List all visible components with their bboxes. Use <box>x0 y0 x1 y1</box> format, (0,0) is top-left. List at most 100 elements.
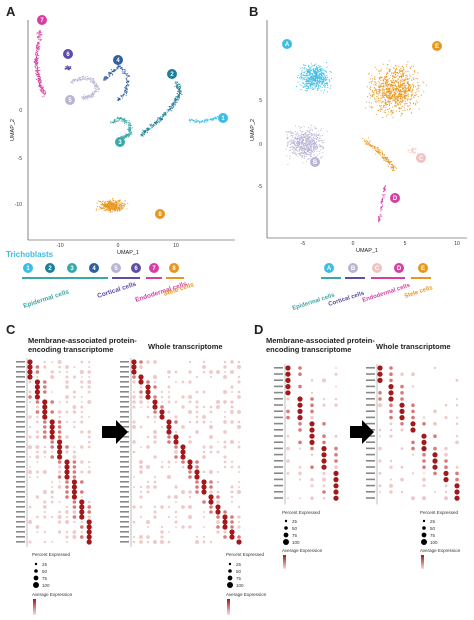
legend-d-pct-label: 25 <box>292 519 298 524</box>
dotplot-c2-dot <box>237 525 241 529</box>
dotplot-c1-dot <box>43 380 47 384</box>
cluster-a-5 <box>65 95 75 105</box>
dotplot-c1-dot <box>58 370 61 374</box>
dotplot-d1-dot <box>298 465 302 469</box>
dotplot-d2-dot <box>388 396 394 402</box>
legend-a-cluster-3 <box>67 263 77 273</box>
dotplot-c2-dot <box>238 441 240 443</box>
dotplot-c2-gene-label <box>120 456 129 458</box>
dotplot-c1-dot <box>80 380 84 384</box>
dotplot-d1-dot <box>310 379 314 382</box>
dotplot-c2-dot <box>174 450 178 454</box>
dotplot-c1-dot <box>65 370 69 374</box>
dotplot-c1-dot <box>71 494 77 500</box>
dotplot-c2-dot <box>202 370 206 374</box>
dotplot-c2-gene-label <box>120 476 129 478</box>
dotplot-c2-dot <box>201 364 207 370</box>
dotplot-d2-dot <box>389 428 393 432</box>
dotplot-c2-dot <box>167 460 171 464</box>
dotplot-d2-gene-label <box>366 367 375 369</box>
umap-b-xtick: 10 <box>454 241 460 247</box>
legend-d-size-25 <box>284 519 288 523</box>
dotplot-d1-dot <box>322 471 326 475</box>
dotplot-c2-dot <box>203 511 205 513</box>
dotplot-c1-dot <box>64 464 70 470</box>
dotplot-c1-dot <box>57 454 63 460</box>
dotplot-c1-dot <box>80 396 83 398</box>
dotplot-d1-dot <box>297 408 303 414</box>
dotplot-d1-dot <box>322 397 326 401</box>
dotplot-c2-dot <box>174 415 178 419</box>
dotplot-c1-dot <box>50 374 55 380</box>
dotplot-c1-dot <box>42 409 48 415</box>
dotplot-d2-gene-label <box>366 497 375 499</box>
dotplot-c2-dot <box>216 480 220 484</box>
dotplot-c2-dot <box>131 359 137 365</box>
dotplot-c1-gene-label <box>16 411 25 413</box>
legend-c-size-75 <box>33 575 39 581</box>
dotplot-c2-dot <box>216 515 220 519</box>
dotplot-d1-gene-label <box>274 398 283 400</box>
dotplot-c2-dot <box>139 360 143 364</box>
dotplot-c1-dot <box>50 495 54 499</box>
dotplot-c2-dot <box>222 524 228 530</box>
dotplot-c2-dot <box>133 486 135 488</box>
legend-c2-size-75 <box>227 575 233 581</box>
legend-a-cluster-4 <box>89 263 99 273</box>
dotplot-c2-dot <box>217 441 219 443</box>
dotplot-c1-dot <box>34 389 41 395</box>
dotplot-c2-gene-label <box>120 521 129 523</box>
dotplot-c1-gene-label <box>16 506 25 508</box>
dotplot-c1-dot <box>65 510 69 514</box>
dotplot-d2-dot <box>433 366 437 370</box>
dotplot-c2-dot <box>168 531 170 533</box>
dotplot-c2-dot <box>139 465 143 469</box>
dotplot-d1-dot <box>310 477 314 482</box>
dotplot-d1-dot <box>309 439 315 445</box>
cluster-b-b <box>310 157 320 167</box>
dotplot-c2-dot <box>202 415 206 419</box>
dotplot-c2-dot <box>132 400 136 404</box>
dotplot-d1-gene-label <box>274 466 283 468</box>
dotplot-c2-dot <box>188 380 192 384</box>
dotplot-c2-dot <box>237 390 241 394</box>
legend-a-cluster-6 <box>131 263 141 273</box>
dotplot-d1-dot <box>285 390 291 396</box>
dotplot-c1-dot <box>80 490 84 494</box>
dotplot-c2-dot <box>195 405 199 409</box>
legend-d2-size-25 <box>422 519 426 523</box>
dotplot-d2-dot <box>433 434 437 438</box>
dotplot-c2-dot <box>167 375 171 379</box>
legend-c2-percent-title: Percent Expressed <box>226 552 265 557</box>
dotplot-c2-dot <box>153 515 157 519</box>
dotplot-d1-dot <box>335 385 337 388</box>
dotplot-c1-dot <box>86 539 92 545</box>
dotplot-c1-dot <box>57 425 62 429</box>
dotplot-c1-dot <box>72 410 77 414</box>
dotplot-c1-dot <box>51 480 54 484</box>
dotplot-d2-gene-label <box>366 484 375 487</box>
dotplot-c2-dot <box>202 470 206 474</box>
dotplot-d2-dot <box>411 385 415 388</box>
dotplot-c2-dot <box>146 380 150 384</box>
dotplot-d2-dot <box>378 484 382 488</box>
dotplot-c2-dot <box>216 490 220 494</box>
dotplots: Percent Expressed 25 50 75 100 Average E… <box>16 358 461 615</box>
dotplot-c1-dot <box>50 440 54 444</box>
dotplot-c1-dot <box>80 360 84 364</box>
dotplot-c1-dot <box>28 415 32 419</box>
dotplot-c2-dot <box>195 410 199 414</box>
dotplot-c1-dot <box>43 425 47 429</box>
cluster-a-3-text: 3 <box>118 140 122 146</box>
dotplot-c1-dot <box>34 394 41 400</box>
cluster-b-b-text: B <box>313 160 318 166</box>
dotplot-c1-dot <box>73 420 76 424</box>
dotplot-c1-dot <box>65 450 69 454</box>
dotplot-c1-dot <box>57 475 62 479</box>
dotplot-c2-dot <box>195 485 199 489</box>
dotplot-c2-dot <box>167 385 171 389</box>
dotplot-c2-dot <box>230 490 234 494</box>
dotplot-c2-dot <box>181 425 185 429</box>
dotplot-c2-dot <box>195 540 199 544</box>
dotplot-c2-dot <box>139 490 143 494</box>
